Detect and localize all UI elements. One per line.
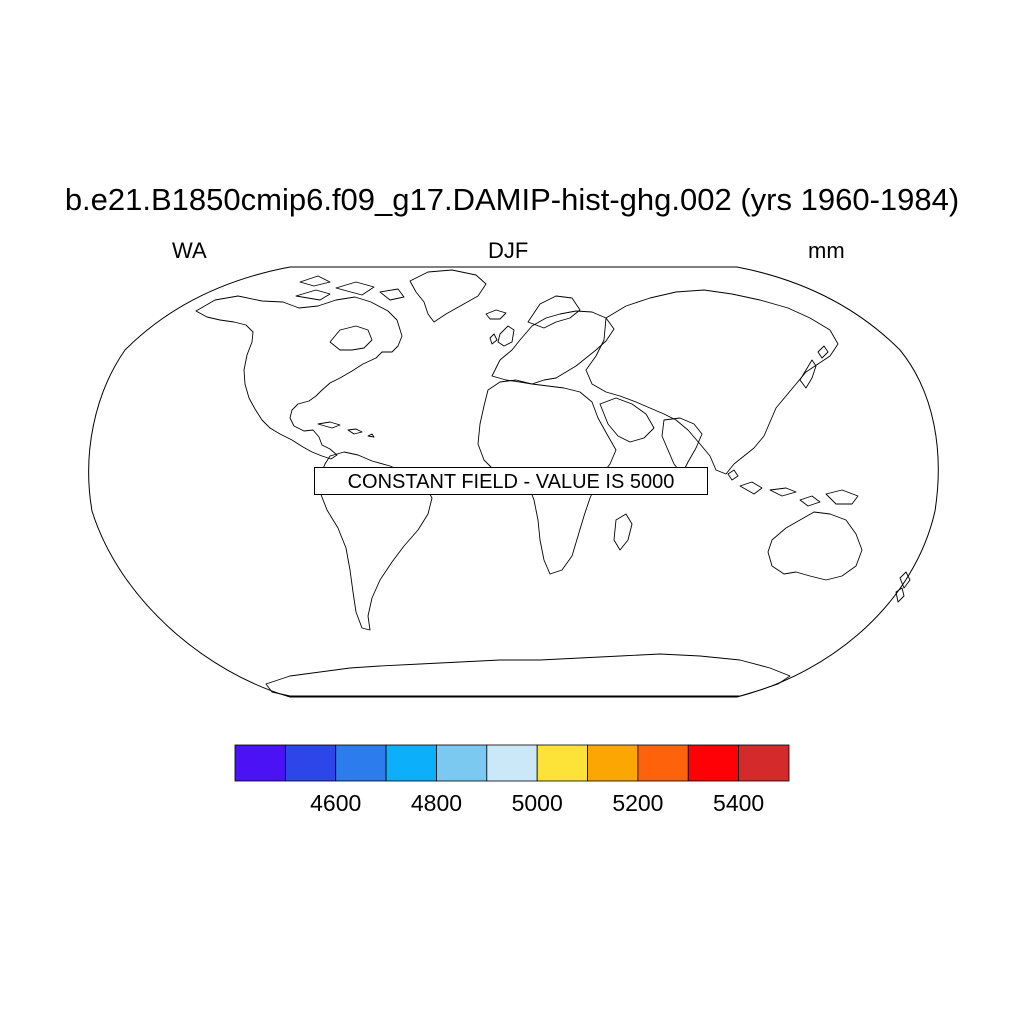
units-label: mm: [808, 238, 845, 263]
iceland-coastline: [485, 309, 507, 320]
colorbar-box: [284, 744, 337, 782]
variable-label: WA: [172, 238, 207, 263]
season-label: DJF: [488, 238, 529, 263]
colorbar-box: [587, 744, 639, 782]
asia-coastline: [585, 289, 839, 475]
british-isles-coastline: [489, 325, 515, 347]
madagascar-coastline: [613, 513, 633, 551]
colorbar-box: [486, 744, 538, 782]
colorbar-box: [234, 744, 286, 782]
hudson-bay-coastline: [329, 325, 373, 351]
colorbar-box: [335, 744, 387, 782]
europe-coastline: [491, 310, 615, 385]
scandinavia-coastline: [527, 295, 581, 329]
north-america-coastline: [195, 295, 403, 460]
colorbar-tick-label: 5000: [511, 790, 563, 816]
indonesia-islands: [727, 469, 821, 507]
new-zealand-coastline: [895, 571, 911, 603]
colorbar-box: [385, 744, 437, 782]
colorbar-tick-label: 4800: [410, 790, 463, 816]
colorbar-boxes: [234, 744, 790, 782]
new-guinea-coastline: [825, 489, 859, 505]
japan-coastline: [799, 345, 829, 389]
coastlines: [195, 269, 911, 697]
map-outline: [88, 266, 939, 698]
colorbar-tick-label: 5400: [713, 790, 765, 816]
colorbar-tick-label: 5200: [612, 790, 664, 816]
colorbar-tick-label: 4600: [310, 790, 362, 816]
plot-title: b.e21.B1850cmip6.f09_g17.DAMIP-hist-ghg.…: [64, 182, 960, 217]
constant-field-message: CONSTANT FIELD - VALUE IS 5000: [314, 467, 708, 495]
colorbar-box: [637, 744, 689, 782]
antarctica-coastline: [265, 653, 791, 697]
australia-coastline: [767, 511, 863, 581]
colorbar-box: [536, 744, 588, 782]
colorbar-box: [687, 744, 740, 782]
arabia-coastline: [599, 397, 655, 443]
caribbean-islands: [317, 421, 375, 438]
colorbar-box: [436, 744, 488, 782]
india-coastline: [661, 417, 703, 475]
colorbar-box: [738, 744, 790, 782]
canadian-archipelago: [295, 275, 405, 301]
greenland-coastline: [409, 269, 487, 323]
